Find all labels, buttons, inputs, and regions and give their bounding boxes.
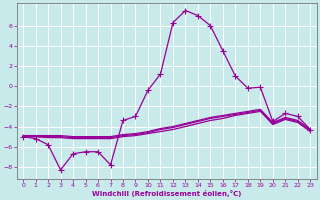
X-axis label: Windchill (Refroidissement éolien,°C): Windchill (Refroidissement éolien,°C) xyxy=(92,190,241,197)
